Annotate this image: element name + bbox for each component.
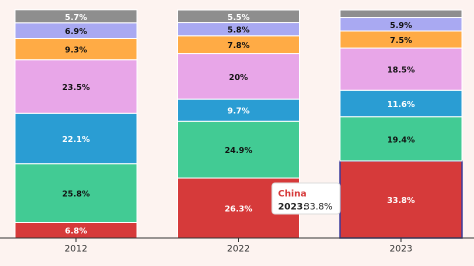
data-label: 23.5% bbox=[62, 83, 90, 92]
data-label: 5.5% bbox=[227, 13, 249, 22]
data-label: 25.8% bbox=[62, 190, 90, 199]
data-label: 6.8% bbox=[65, 227, 87, 236]
data-label: 7.8% bbox=[227, 41, 249, 50]
bar-segment bbox=[14, 59, 138, 114]
bars: 6.8% 25.8% 22.1% 23.5% 9.3% 6.9% 5.7% 26.3% 24.9… bbox=[14, 9, 463, 239]
data-label: 5.8% bbox=[227, 26, 249, 35]
bar-segment bbox=[339, 116, 463, 162]
data-label: 5.7% bbox=[65, 13, 87, 22]
data-label: 19.4% bbox=[387, 135, 415, 144]
data-label: 20% bbox=[229, 73, 248, 82]
data-label: 18.5% bbox=[387, 66, 415, 75]
x-axis: 2012 2022 2023 bbox=[65, 238, 413, 255]
bar-segment bbox=[177, 120, 300, 179]
bar-segment bbox=[177, 53, 300, 100]
data-label: 11.6% bbox=[387, 100, 415, 109]
bar-segment bbox=[339, 9, 463, 19]
data-label: 22.1% bbox=[62, 135, 90, 144]
bar-segment bbox=[339, 89, 463, 118]
data-label: 5.9% bbox=[390, 21, 412, 30]
data-label: 24.9% bbox=[225, 146, 253, 155]
x-tick-label: 2012 bbox=[65, 245, 88, 255]
bar-segment bbox=[177, 9, 300, 24]
tooltip-label: 2023: bbox=[278, 203, 307, 213]
bar-segment bbox=[14, 112, 138, 165]
x-tick-label: 2023 bbox=[390, 245, 413, 255]
tooltip-value: 33.8% bbox=[304, 203, 333, 213]
data-label: 33.8% bbox=[387, 196, 415, 205]
data-label: 9.3% bbox=[65, 46, 87, 55]
x-tick-label: 2022 bbox=[227, 245, 250, 255]
bar-segment bbox=[339, 47, 463, 91]
data-label: 7.5% bbox=[390, 36, 412, 45]
tooltip: China 2023: 33.8% bbox=[271, 182, 341, 215]
data-label: 26.3% bbox=[225, 205, 253, 214]
data-label: 9.7% bbox=[227, 107, 249, 116]
tooltip-title: China bbox=[278, 190, 307, 200]
data-label: 6.9% bbox=[65, 27, 87, 36]
tooltip-box bbox=[271, 182, 341, 215]
bar-segment bbox=[14, 163, 138, 223]
bar-segment bbox=[14, 9, 138, 24]
